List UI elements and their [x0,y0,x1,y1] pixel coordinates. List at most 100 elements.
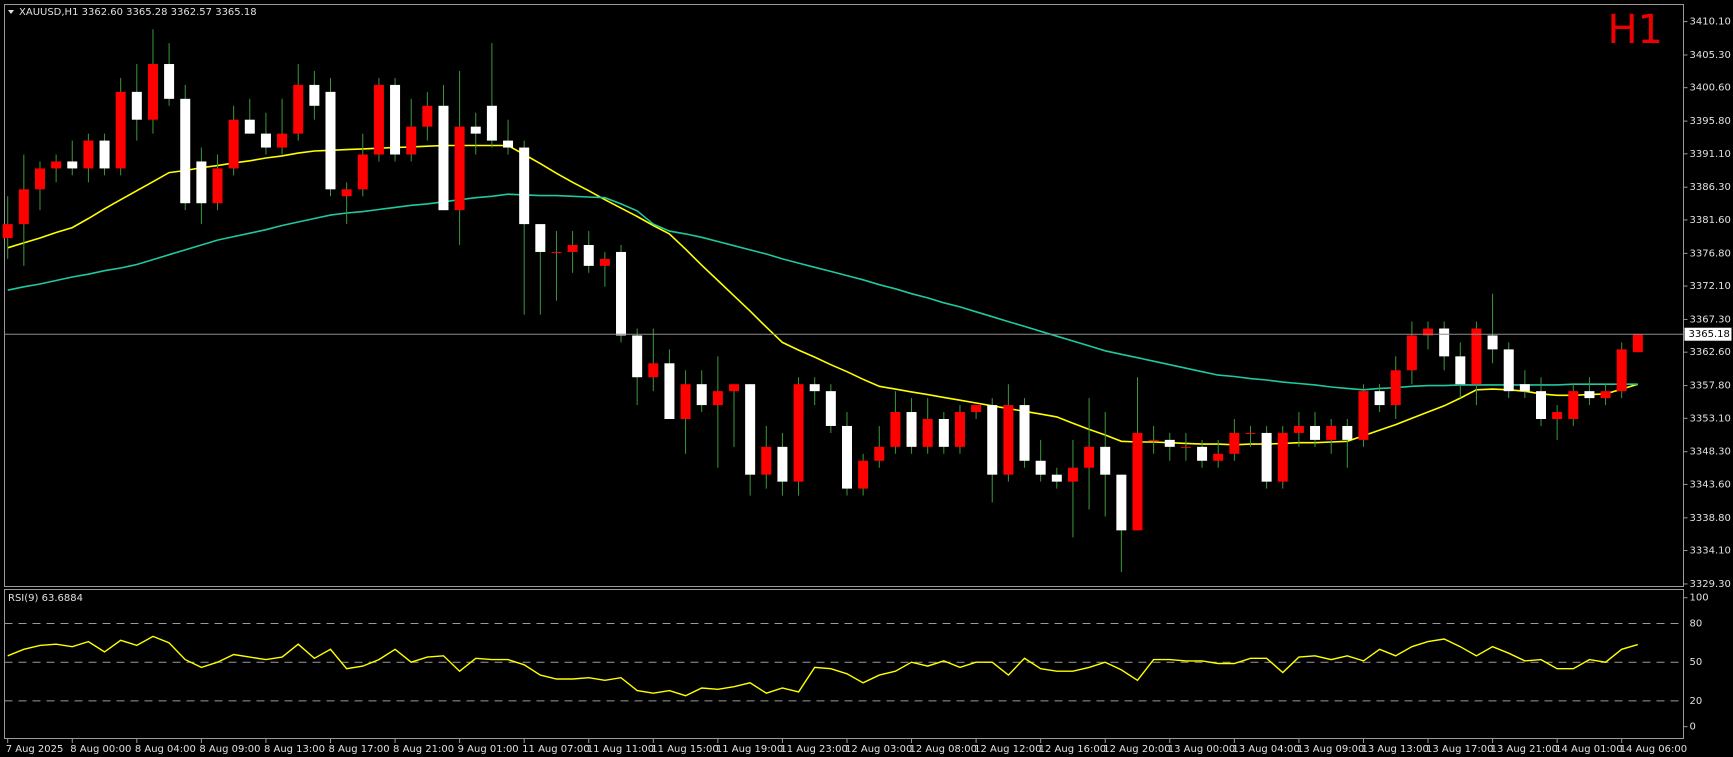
y-tick-label: 3357.80 [1690,381,1731,392]
x-tick-label: 11 Aug 11:00 [587,744,654,755]
candle-body [1342,425,1353,440]
y-tick-label: 3410.10 [1690,17,1731,28]
candle-body [567,244,578,252]
candle-body [454,126,465,211]
candle-body [922,418,933,447]
candle-body [1390,370,1401,406]
x-tick-label: 13 Aug 00:00 [1168,744,1235,755]
candle-body [1035,460,1046,475]
candle-body [1180,446,1191,448]
candle-body [1536,391,1546,419]
candle-body [309,84,320,106]
candle-body [341,189,352,197]
candle-body [196,161,207,204]
x-tick-label: 8 Aug 00:00 [70,744,131,755]
candle-body [954,412,965,447]
x-tick-label: 8 Aug 17:00 [329,744,390,755]
candle-body [696,384,707,406]
x-tick-label: 11 Aug 07:00 [522,744,589,755]
candle-body [503,140,514,148]
candle-body [228,119,239,169]
candle-body [551,251,562,253]
y-tick-label: 3391.10 [1690,149,1731,160]
candle-body [293,84,304,134]
candle-body [632,335,643,378]
moving-average [7,193,1638,391]
rsi-panel [4,589,1684,739]
period-label: H1 [1607,7,1663,53]
candle-body [1197,446,1208,461]
rsi-tick-label: 0 [1690,722,1696,733]
candle-body [519,147,530,225]
y-tick-label: 3338.80 [1690,513,1731,524]
candle-body [373,84,384,155]
candle-body [2,224,13,239]
candle-body [858,460,869,489]
candle-body [1261,432,1272,482]
candle-body [874,446,885,461]
y-tick-label: 3343.60 [1690,479,1731,490]
x-tick-label: 12 Aug 16:00 [1039,744,1106,755]
menu-arrow[interactable] [8,10,14,14]
candle-body [1568,391,1579,419]
candle-body [535,224,546,252]
y-tick-label: 3353.10 [1690,413,1731,424]
x-tick-label: 11 Aug 15:00 [651,744,718,755]
rsi-tick-label: 20 [1690,696,1703,707]
candle-body [1423,328,1434,336]
candle-body [1132,432,1143,531]
candle-body [1632,334,1643,353]
rsi-tick-label: 100 [1690,593,1709,604]
candle-body [438,105,449,211]
y-tick-label: 3376.80 [1690,248,1731,259]
candle-body [712,391,723,406]
candle-body [971,405,982,413]
candle-body [906,412,917,447]
candle-body [99,140,110,169]
candle-body [1019,405,1030,461]
candle-body [1116,474,1127,531]
candle-body [51,161,62,169]
candle-body [938,418,949,447]
candle-body [1245,432,1256,434]
x-tick-label: 7 Aug 2025 [6,744,64,755]
candle-body [825,391,836,426]
candle-body [729,384,739,392]
candle-body [260,133,271,148]
candle-body [34,168,45,190]
candle-body [1374,391,1385,406]
y-tick-label: 3395.80 [1690,116,1731,127]
candle-body [1326,425,1337,440]
rsi-tick-label: 80 [1690,619,1703,630]
candle-body [809,384,820,392]
candle-body [115,91,126,169]
x-tick-label: 12 Aug 08:00 [910,744,977,755]
x-tick-label: 13 Aug 21:00 [1491,744,1558,755]
candle-body [1471,328,1482,385]
x-tick-label: 14 Aug 01:00 [1555,744,1622,755]
candle-body [1003,405,1014,475]
candle-body [777,446,788,482]
candle-body [890,412,901,447]
candle-body [180,98,191,204]
candle-body [147,64,158,120]
candle-body [470,126,481,134]
x-tick-label: 13 Aug 13:00 [1361,744,1428,755]
candle-body [583,244,594,266]
candle-body [761,446,772,475]
candle-body [1439,328,1450,357]
candle-body [1148,439,1159,441]
x-tick-label: 13 Aug 17:00 [1426,744,1493,755]
candle-body [357,154,368,190]
y-tick-label: 3329.30 [1690,579,1731,590]
candle-body [325,91,336,190]
candle-body [1519,384,1530,392]
candle-body [422,105,433,127]
y-tick-label: 3348.30 [1690,447,1731,458]
x-tick-label: 12 Aug 12:00 [974,744,1041,755]
x-tick-label: 13 Aug 04:00 [1232,744,1299,755]
y-tick-label: 3400.60 [1690,83,1731,94]
candle-body [599,258,610,266]
candle-body [1067,467,1078,482]
